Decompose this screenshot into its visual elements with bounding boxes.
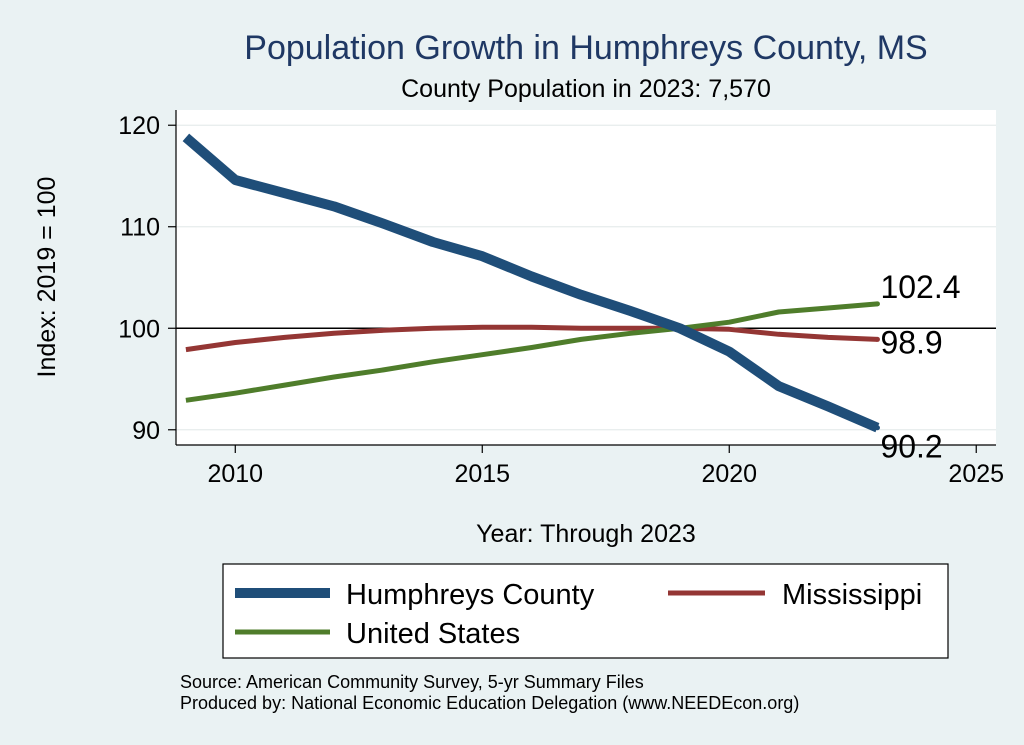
series-line-humphreys-county bbox=[182, 133, 880, 433]
series-end-marker-humphreys-county bbox=[874, 425, 880, 431]
end-label-layer: 90.2 98.9 102.4 bbox=[880, 269, 960, 465]
x-tick-label-2015: 2015 bbox=[454, 460, 510, 488]
x-tick-label-2020: 2020 bbox=[701, 460, 757, 488]
produced-by-note: Produced by: National Economic Education… bbox=[180, 693, 799, 713]
y-ticks: 90 100 110 120 bbox=[118, 112, 176, 445]
end-label-mississippi: 98.9 bbox=[880, 324, 942, 360]
series-layer bbox=[182, 133, 880, 433]
series-line-united-states bbox=[185, 301, 878, 403]
end-label-humphreys-county: 90.2 bbox=[880, 429, 942, 465]
y-tick-label-90: 90 bbox=[132, 417, 160, 445]
plot-area bbox=[176, 110, 996, 445]
y-tick-label-120: 120 bbox=[118, 112, 160, 140]
y-tick-label-100: 100 bbox=[118, 315, 160, 343]
series-end-marker-united-states bbox=[874, 301, 880, 307]
legend-label-humphreys-county: Humphreys County bbox=[346, 579, 595, 611]
chart-subtitle: County Population in 2023: 7,570 bbox=[401, 75, 771, 103]
series-end-marker-mississippi bbox=[874, 336, 880, 342]
end-label-united-states: 102.4 bbox=[880, 269, 960, 305]
y-axis-title: Index: 2019 = 100 bbox=[33, 177, 61, 378]
x-tick-label-2010: 2010 bbox=[207, 460, 263, 488]
x-axis-title: Year: Through 2023 bbox=[476, 520, 696, 548]
legend-label-mississippi: Mississippi bbox=[782, 579, 922, 611]
source-note: Source: American Community Survey, 5-yr … bbox=[180, 672, 644, 692]
x-tick-label-2025: 2025 bbox=[948, 460, 1004, 488]
x-ticks: 2010 2015 2020 2025 bbox=[207, 445, 1004, 488]
legend-box bbox=[222, 563, 949, 659]
legend-label-united-states: United States bbox=[346, 618, 520, 650]
y-tick-label-110: 110 bbox=[120, 214, 160, 242]
legend: Humphreys County Mississippi United Stat… bbox=[222, 563, 949, 659]
series-line-mississippi bbox=[185, 324, 878, 353]
chart-title: Population Growth in Humphreys County, M… bbox=[244, 29, 927, 67]
